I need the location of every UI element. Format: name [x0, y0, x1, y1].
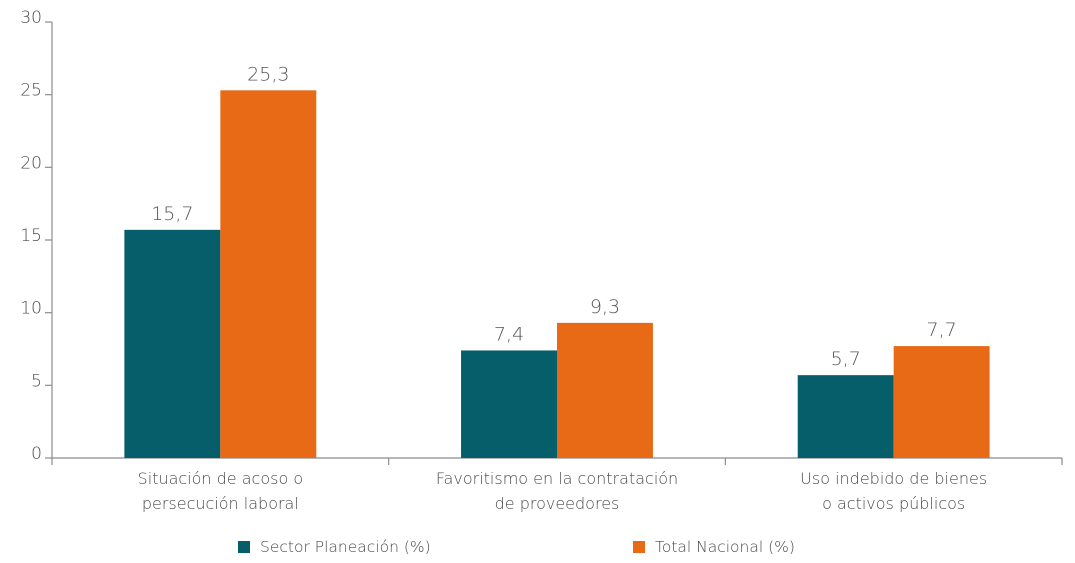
category-label-3-line-1: Uso indebido de bienes — [800, 469, 987, 488]
data-label-total-nacional-1: 25,3 — [247, 63, 289, 85]
legend-label-sector-planeacion: Sector Planeación (%) — [260, 538, 431, 556]
bar-total-nacional-3 — [893, 346, 990, 458]
category-label-3-line-2: o activos públicos — [822, 494, 965, 513]
y-tick-label: 0 — [31, 444, 42, 464]
data-label-sector-planeacion-1: 15,7 — [151, 203, 193, 225]
legend: Sector Planeación (%) Total Nacional (%) — [0, 538, 1075, 562]
bar-total-nacional-2 — [557, 322, 653, 458]
category-label-2-line-2: de proveedores — [495, 494, 620, 513]
y-tick-label: 25 — [20, 81, 42, 101]
bar-total-nacional-1 — [220, 90, 317, 458]
bar-sector-planeacion-1 — [124, 229, 221, 458]
category-label-2-line-1: Favoritismo en la contratación — [436, 469, 678, 488]
category-label-1-line-1: Situación de acoso o — [138, 469, 304, 488]
bar-sector-planeacion-3 — [797, 375, 894, 458]
y-axis: 0 5 10 15 20 25 30 — [20, 8, 53, 464]
category-label-1-line-2: persecución laboral — [142, 494, 299, 513]
x-axis — [51, 457, 1063, 465]
y-tick-label: 15 — [20, 226, 42, 246]
legend-item-total-nacional: Total Nacional (%) — [633, 538, 795, 556]
data-label-sector-planeacion-2: 7,4 — [494, 323, 524, 345]
legend-swatch-total-nacional — [633, 541, 645, 553]
legend-swatch-sector-planeacion — [238, 541, 250, 553]
category-labels: Situación de acoso o persecución laboral F… — [138, 469, 988, 513]
bars — [124, 90, 990, 458]
bar-sector-planeacion-2 — [461, 350, 557, 458]
legend-label-total-nacional: Total Nacional (%) — [655, 538, 795, 556]
y-tick-label: 30 — [20, 8, 42, 28]
y-tick-label: 10 — [20, 299, 42, 319]
data-label-total-nacional-3: 7,7 — [927, 319, 957, 341]
y-tick-label: 20 — [20, 153, 42, 173]
legend-item-sector-planeacion: Sector Planeación (%) — [238, 538, 431, 556]
data-label-sector-planeacion-3: 5,7 — [831, 348, 861, 370]
y-tick-label: 5 — [31, 371, 42, 391]
data-labels: 15,7 25,3 7,4 9,3 5,7 7,7 — [151, 63, 957, 370]
data-label-total-nacional-2: 9,3 — [590, 296, 620, 318]
